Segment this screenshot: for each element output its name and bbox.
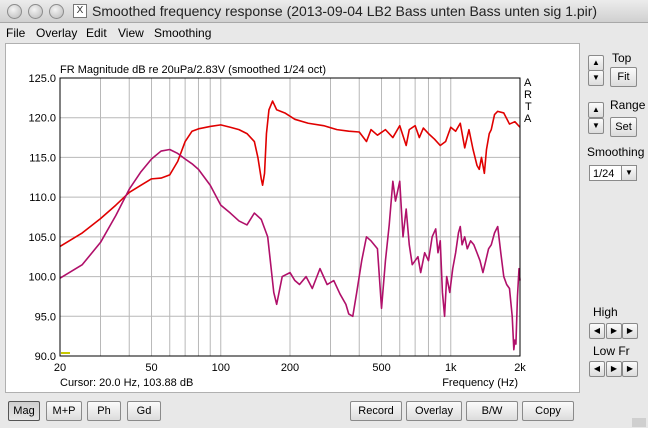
lowfr-left-button[interactable]: ◀ <box>589 361 605 377</box>
window-title: Smoothed frequency response (2013-09-04 … <box>92 3 598 19</box>
y-tick-label: 105.0 <box>28 232 56 244</box>
response-curve-red <box>59 100 521 248</box>
bw-button[interactable]: B/W <box>466 401 518 421</box>
x-tick-label: 200 <box>281 362 299 374</box>
y-tick-label: 115.0 <box>29 152 56 164</box>
smoothing-select[interactable]: 1/24 ▼ <box>589 165 637 181</box>
range-label: Range <box>610 98 646 112</box>
overlay-button[interactable]: Overlay <box>406 401 462 421</box>
menu-overlay[interactable]: Overlay <box>36 26 78 40</box>
high-label: High <box>593 305 618 319</box>
lowfr-label: Low Fr <box>593 344 630 358</box>
x-tick-label: 20 <box>54 362 66 374</box>
cursor-readout: Cursor: 20.0 Hz, 103.88 dB <box>60 377 193 389</box>
y-tick-label: 90.0 <box>35 351 56 363</box>
y-tick-label: 120.0 <box>28 113 56 125</box>
response-curve-magenta <box>59 148 521 351</box>
high-left-button[interactable]: ◀ <box>589 323 605 339</box>
set-button[interactable]: Set <box>610 117 637 137</box>
plot-header: FR Magnitude dB re 20uPa/2.83V (smoothed… <box>60 64 326 76</box>
y-tick-label: 125.0 <box>28 73 56 85</box>
chart-curves <box>59 100 521 351</box>
minimize-window-button[interactable] <box>28 4 43 19</box>
mag-button[interactable]: Mag <box>8 401 40 421</box>
cursor-marker <box>61 352 70 354</box>
high-right-button[interactable]: ▶ <box>606 323 622 339</box>
menu-view[interactable]: View <box>118 26 144 40</box>
gd-button[interactable]: Gd <box>127 401 161 421</box>
arta-letter-t: T <box>525 101 532 113</box>
chevron-down-icon: ▼ <box>621 166 636 180</box>
menu-edit[interactable]: Edit <box>86 26 107 40</box>
lowfr-right-button[interactable]: ▶ <box>606 361 622 377</box>
x-tick-label: 2k <box>514 362 526 374</box>
smoothing-label: Smoothing <box>587 145 645 159</box>
lowfr-right2-button[interactable]: ▶ <box>622 361 638 377</box>
chart-grid <box>60 78 520 356</box>
x-tick-label: 500 <box>372 362 390 374</box>
x-tick-labels: 20 50 100 200 500 1k 2k <box>54 362 526 374</box>
top-label: Top <box>612 51 632 65</box>
x-axis-label: Frequency (Hz) <box>442 377 518 389</box>
y-tick-label: 110.0 <box>29 192 56 204</box>
y-tick-label: 95.0 <box>35 311 56 323</box>
range-down-button[interactable]: ▼ <box>588 118 604 134</box>
top-up-button[interactable]: ▲ <box>588 55 604 71</box>
arta-letter-a2: A <box>524 113 532 125</box>
x-tick-label: 50 <box>145 362 157 374</box>
x-tick-label: 1k <box>445 362 457 374</box>
resize-grip[interactable] <box>632 418 646 427</box>
ph-button[interactable]: Ph <box>87 401 121 421</box>
high-right2-button[interactable]: ▶ <box>622 323 638 339</box>
fit-button[interactable]: Fit <box>610 67 637 87</box>
plot-border <box>59 77 521 357</box>
smoothing-value: 1/24 <box>593 168 615 180</box>
close-window-button[interactable] <box>7 4 22 19</box>
menu-file[interactable]: File <box>6 26 26 40</box>
copy-button[interactable]: Copy <box>522 401 574 421</box>
y-tick-labels: 125.0 120.0 115.0 110.0 105.0 100.0 95.0 90.0 <box>28 73 56 363</box>
title-bar: X Smoothed frequency response (2013-09-0… <box>0 0 648 23</box>
menu-smoothing[interactable]: Smoothing <box>154 26 212 40</box>
mp-button[interactable]: M+P <box>46 401 82 421</box>
menu-bar: File Overlay Edit View Smoothing <box>0 23 648 43</box>
x-tick-label: 100 <box>212 362 230 374</box>
x11-app-icon: X <box>73 4 87 18</box>
y-tick-label: 100.0 <box>28 272 56 284</box>
record-button[interactable]: Record <box>350 401 402 421</box>
zoom-window-button[interactable] <box>49 4 64 19</box>
top-down-button[interactable]: ▼ <box>588 70 604 86</box>
arta-letter-r: R <box>524 89 532 101</box>
range-up-button[interactable]: ▲ <box>588 102 604 118</box>
arta-letter-a1: A <box>524 77 532 89</box>
